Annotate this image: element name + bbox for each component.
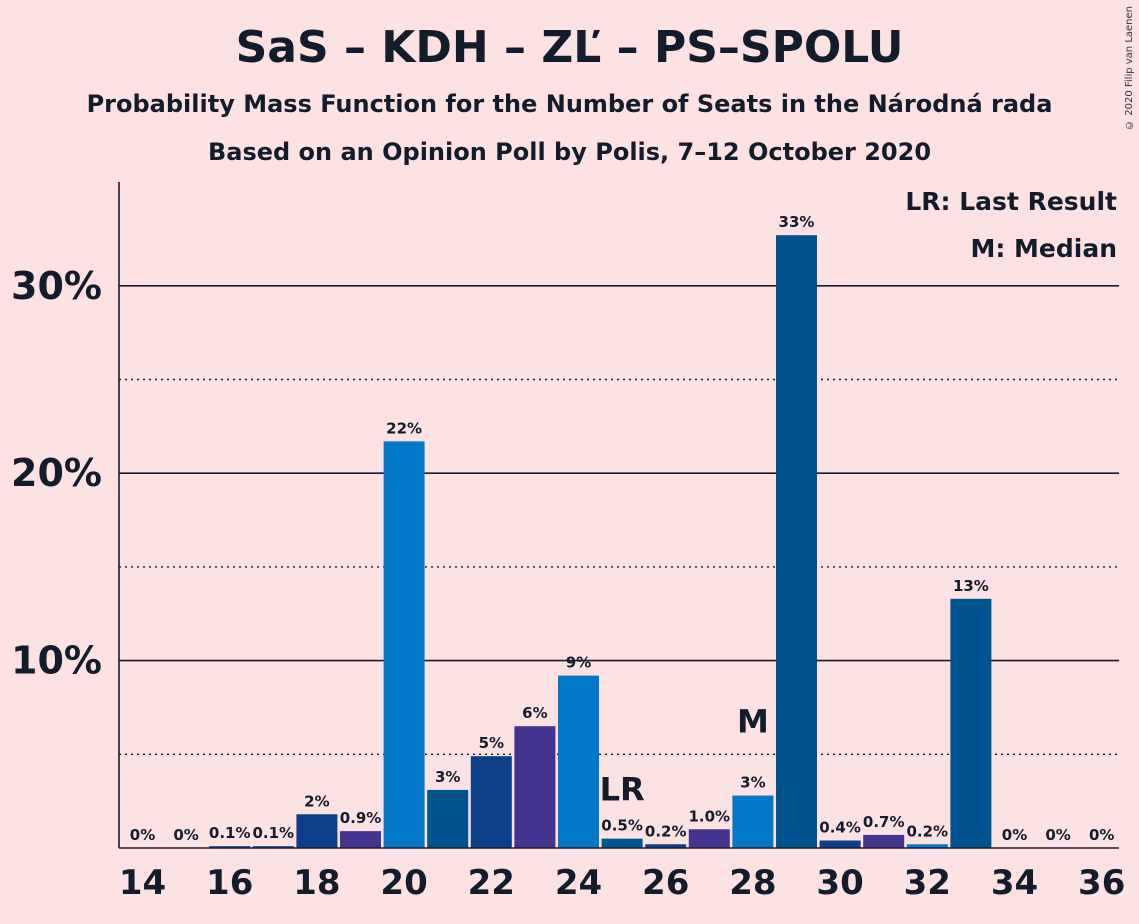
bar-seats-20: [383, 441, 425, 848]
bar-seats-31: [863, 834, 905, 848]
x-tick-label: 34: [991, 863, 1038, 903]
x-tick-label: 16: [206, 863, 253, 903]
y-tick-label: 20%: [11, 451, 102, 495]
x-tick-label: 32: [904, 863, 951, 903]
bar-value-label: 1.0%: [688, 807, 730, 825]
bar-seats-16: [209, 846, 251, 848]
bar-seats-24: [558, 675, 599, 848]
bar-value-label: 3%: [435, 768, 460, 786]
bar-value-label: 0%: [173, 826, 198, 844]
bar-value-label: 0.1%: [209, 824, 251, 842]
bar-value-label: 0.7%: [863, 813, 905, 831]
x-tick-label: 30: [816, 863, 863, 903]
bar-value-label: 0.2%: [645, 822, 687, 840]
bar-value-label: 33%: [779, 213, 815, 231]
bar-value-label: 5%: [479, 734, 504, 752]
bar-value-label: 0.9%: [340, 809, 382, 827]
bar-seats-22: [470, 756, 512, 848]
bar-seats-25: [601, 838, 643, 848]
bar-value-label: 2%: [304, 792, 329, 810]
bar-seats-32: [906, 844, 948, 848]
legend-last-result: LR: Last Result: [905, 187, 1117, 216]
bar-value-label: 0%: [1045, 826, 1070, 844]
x-tick-label: 18: [293, 863, 340, 903]
bar-value-label: 3%: [740, 774, 765, 792]
bar-seats-18: [296, 814, 338, 848]
bar-value-label: 0.1%: [252, 824, 294, 842]
bar-seats-29: [776, 235, 817, 848]
bar-value-label: 0.4%: [819, 819, 861, 837]
bar-value-label: 0%: [130, 826, 155, 844]
x-tick-label: 36: [1078, 863, 1125, 903]
x-tick-label: 22: [468, 863, 515, 903]
y-tick-label: 30%: [11, 264, 102, 308]
y-tick-label: 10%: [11, 639, 102, 683]
bar-value-label: 0%: [1089, 826, 1114, 844]
bar-seats-33: [950, 598, 992, 848]
bar-seats-17: [252, 846, 294, 848]
median-marker: M: [737, 703, 769, 741]
legend-median: M: Median: [970, 234, 1117, 263]
bar-seats-19: [340, 831, 381, 848]
bar-value-label: 0.5%: [601, 817, 643, 835]
bar-value-label: 6%: [522, 704, 547, 722]
bar-seats-26: [645, 844, 687, 848]
bar-value-label: 0%: [1002, 826, 1027, 844]
bar-value-label: 22%: [386, 419, 422, 437]
bar-value-label: 9%: [566, 654, 591, 672]
bar-seats-23: [514, 726, 556, 848]
bar-seats-30: [819, 840, 861, 848]
x-tick-label: 20: [380, 863, 427, 903]
bar-seats-21: [427, 789, 469, 848]
bar-seats-28: [732, 795, 774, 848]
x-tick-label: 28: [729, 863, 776, 903]
bar-value-label: 13%: [953, 577, 989, 595]
x-tick-label: 14: [119, 863, 166, 903]
bar-value-label: 0.2%: [906, 822, 948, 840]
x-tick-label: 26: [642, 863, 689, 903]
bar-seats-27: [688, 829, 730, 848]
last-result-marker: LR: [600, 771, 645, 809]
x-tick-label: 24: [555, 863, 602, 903]
chart-subtitle-1: Probability Mass Function for the Number…: [86, 90, 1053, 118]
chart-subtitle-2: Based on an Opinion Poll by Polis, 7–12 …: [207, 138, 932, 166]
chart-title: SaS – KDH – ZĽ – PS–SPOLU: [235, 22, 904, 73]
